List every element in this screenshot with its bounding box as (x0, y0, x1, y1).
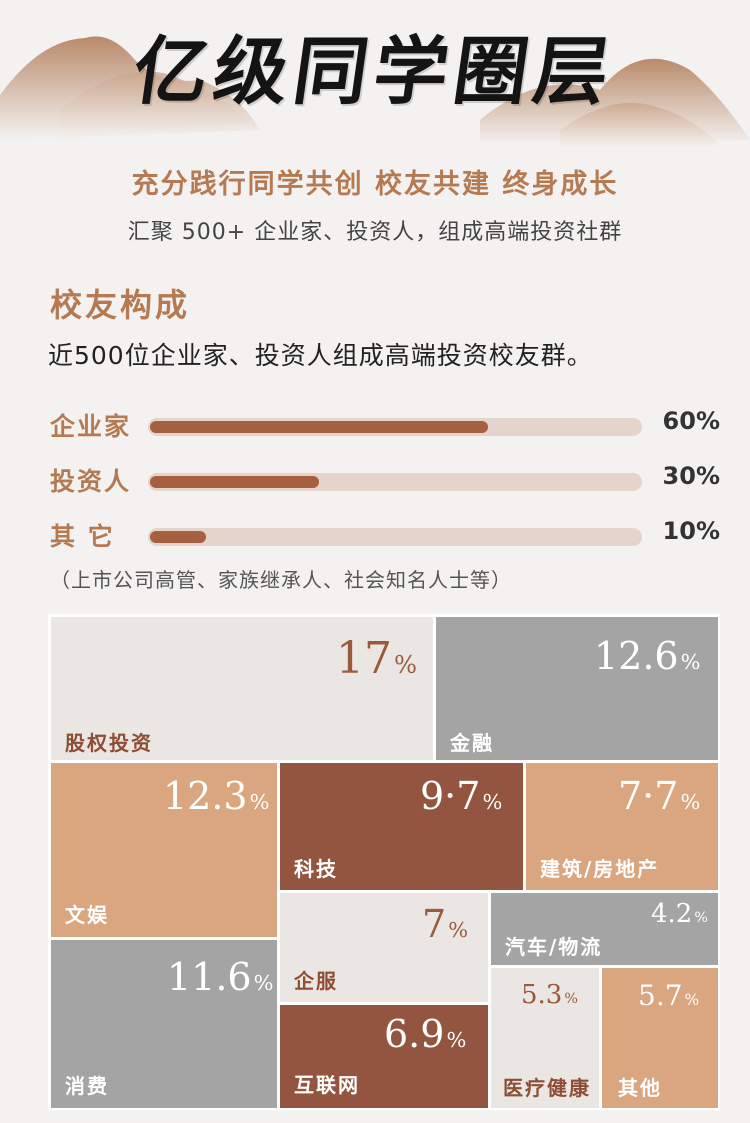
treemap-label: 其他 (618, 1076, 662, 1100)
treemap-tile: 6.9% 互联网 (280, 1005, 488, 1108)
composition-bar-row: 其 它 10% (50, 515, 720, 555)
treemap-value: 6.9% (384, 1015, 466, 1053)
treemap-label: 文娱 (65, 903, 109, 927)
treemap-value-number: 5.3 (521, 980, 563, 1010)
treemap-value-number: 7·7 (618, 774, 679, 818)
bar-percentage: 30% (662, 462, 720, 490)
treemap-value-number: 11.6 (167, 955, 252, 999)
treemap-tile: 11.6% 消费 (51, 940, 277, 1108)
bar-percentage: 10% (662, 517, 720, 545)
composition-bar-row: 投资人 30% (50, 460, 720, 500)
composition-note: （上市公司高管、家族继承人、社会知名人士等） (50, 568, 512, 592)
treemap-value: 5.3% (521, 982, 578, 1008)
bar-fill (150, 421, 488, 433)
treemap-value: 7·7% (618, 777, 700, 815)
header-banner (0, 0, 750, 150)
treemap-label: 建筑/房地产 (540, 857, 660, 881)
treemap-value-unit: % (249, 790, 270, 814)
treemap-value-number: 6.9 (384, 1012, 445, 1056)
treemap-tile: 9·7% 科技 (280, 763, 523, 890)
treemap-value-number: 12.3 (163, 774, 248, 818)
treemap-label: 股权投资 (65, 731, 153, 755)
treemap-value-unit: % (394, 651, 417, 679)
treemap-value-number: 9·7 (420, 774, 481, 818)
treemap-value-unit: % (680, 790, 701, 814)
bar-percentage: 60% (662, 407, 720, 435)
treemap-value-unit: % (564, 991, 578, 1007)
treemap-label: 汽车/物流 (505, 935, 603, 959)
bar-label: 其 它 (50, 522, 115, 551)
section-description: 近500位企业家、投资人组成高端投资校友群。 (48, 341, 593, 370)
treemap-label: 消费 (65, 1074, 109, 1098)
treemap-value-unit: % (446, 1028, 467, 1052)
industry-treemap: 17% 股权投资 12.6% 金融 12.3% 文娱 9·7% 科技 7·7% 建筑/房地产 7% 企… (48, 614, 720, 1110)
mountain-illustration (0, 36, 750, 148)
treemap-tile: 12.6% 金融 (436, 617, 718, 760)
treemap-value: 5.7% (638, 982, 699, 1010)
treemap-value-number: 5.7 (638, 979, 683, 1012)
treemap-tile: 5.7% 其他 (602, 968, 718, 1108)
bar-track (148, 473, 642, 491)
treemap-value-number: 17 (336, 633, 392, 684)
treemap-label: 金融 (450, 731, 494, 755)
treemap-value-unit: % (448, 918, 469, 942)
treemap-value: 11.6% (167, 958, 273, 996)
bar-track (148, 418, 642, 436)
treemap-label: 医疗健康 (503, 1076, 591, 1100)
treemap-value-unit: % (253, 971, 274, 995)
subslogan: 汇聚 500+ 企业家、投资人，组成高端投资社群 (127, 220, 623, 245)
treemap-tile: 4.2% 汽车/物流 (491, 893, 718, 965)
treemap-label: 企服 (294, 969, 338, 993)
treemap-value: 17% (336, 637, 417, 681)
treemap-value-number: 7 (422, 902, 447, 946)
treemap-value-unit: % (684, 991, 700, 1009)
treemap-tile: 7% 企服 (280, 893, 488, 1002)
bar-fill (150, 531, 206, 543)
bar-track (148, 528, 642, 546)
treemap-tile: 12.3% 文娱 (51, 763, 277, 937)
treemap-value-unit: % (482, 790, 503, 814)
treemap-value-unit: % (694, 910, 708, 926)
treemap-label: 互联网 (294, 1073, 360, 1097)
composition-bar-row: 企业家 60% (50, 405, 720, 445)
treemap-value-number: 12.6 (594, 634, 679, 678)
treemap-value: 9·7% (420, 777, 502, 815)
bar-label: 投资人 (50, 467, 132, 496)
slogan: 充分践行同学共创 校友共建 终身成长 (131, 169, 619, 200)
treemap-value: 4.2% (651, 901, 708, 927)
treemap-value-number: 4.2 (651, 899, 693, 929)
bar-fill (150, 476, 319, 488)
treemap-value-unit: % (680, 650, 701, 674)
treemap-tile: 7·7% 建筑/房地产 (526, 763, 718, 890)
treemap-value: 12.6% (594, 637, 700, 675)
section-title: 校友构成 (50, 286, 191, 324)
treemap-tile: 5.3% 医疗健康 (491, 968, 599, 1108)
page-title: 亿级同学圈层 (128, 29, 621, 115)
treemap-label: 科技 (294, 857, 338, 881)
treemap-value: 7% (422, 905, 468, 943)
treemap-value: 12.3% (163, 777, 269, 815)
bar-label: 企业家 (50, 412, 132, 441)
treemap-tile: 17% 股权投资 (51, 617, 433, 760)
